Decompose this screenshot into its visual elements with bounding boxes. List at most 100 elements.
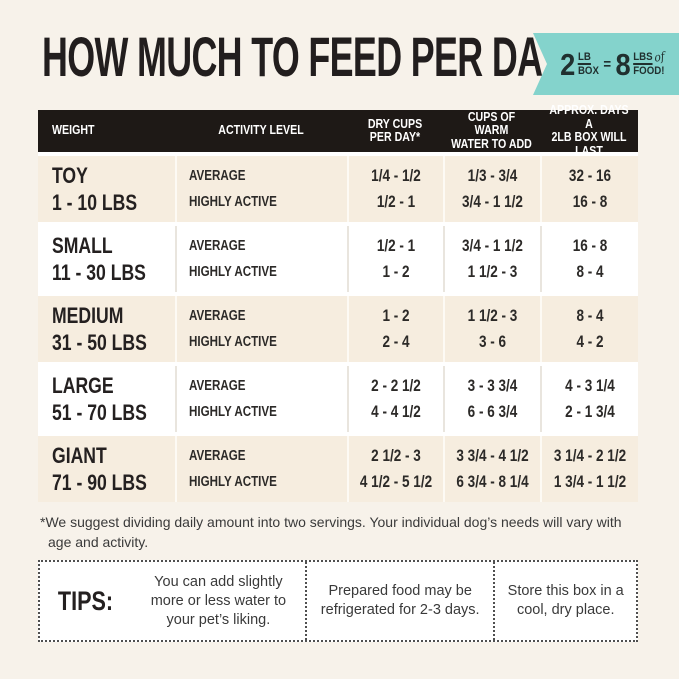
value-active: 2 - 1 3/4 <box>565 403 615 421</box>
days-cell: 3 1/4 - 2 1/2 1 3/4 - 1 1/2 <box>540 436 638 502</box>
value-active: 3/4 - 1 1/2 <box>462 193 523 211</box>
dry-cups-cell: 2 1/2 - 3 4 1/2 - 5 1/2 <box>347 436 443 502</box>
tip-item-refrigerate: Prepared food may be refrigerated for 2-… <box>304 562 493 640</box>
activity-average-label: AVERAGE <box>189 448 246 464</box>
value-average: 2 1/2 - 3 <box>371 447 421 465</box>
activity-average-label: AVERAGE <box>189 308 246 324</box>
serving-footnote: *We suggest dividing daily amount into t… <box>40 514 622 550</box>
value-active: 3 - 6 <box>478 333 507 351</box>
weight-name: SMALL <box>52 233 113 258</box>
value-average: 3 3/4 - 4 1/2 <box>456 447 529 465</box>
activity-average-label: AVERAGE <box>189 168 246 184</box>
promo-badge-content: 2 LB BOX = 8 LBS of FOOD! <box>560 49 665 80</box>
weight-cell: GIANT 71 - 90 LBS <box>38 436 175 502</box>
activity-active-label: HIGHLY ACTIVE <box>189 474 277 490</box>
value-average: 3 - 3 3/4 <box>467 377 518 395</box>
value-average: 1 - 2 <box>382 307 410 325</box>
activity-active-label: HIGHLY ACTIVE <box>189 264 277 280</box>
water-cell: 1 1/2 - 3 3 - 6 <box>443 296 540 362</box>
activity-average-label: AVERAGE <box>189 238 246 254</box>
days-cell: 4 - 3 1/4 2 - 1 3/4 <box>540 366 638 432</box>
tips-box: TIPS: You can add slightly more or less … <box>38 560 638 642</box>
water-cell: 3/4 - 1 1/2 1 1/2 - 3 <box>443 226 540 292</box>
weight-range: 51 - 70 LBS <box>52 400 147 425</box>
equals-sign: = <box>602 55 611 73</box>
value-average: 4 - 3 1/4 <box>565 377 615 395</box>
value-active: 1 - 2 <box>382 263 410 281</box>
weight-range: 71 - 90 LBS <box>52 470 147 495</box>
header-cell-weight: WEIGHT <box>52 123 95 138</box>
feeding-table: WEIGHT ACTIVITY LEVEL DRY CUPS PER DAY* C… <box>38 103 638 502</box>
badge-box-unit: LB BOX <box>577 51 599 77</box>
value-average: 3/4 - 1 1/2 <box>462 237 523 255</box>
table-row-giant: GIANT 71 - 90 LBS AVERAGE HIGHLY ACTIVE 2 … <box>38 436 638 502</box>
value-average: 16 - 8 <box>572 237 608 255</box>
value-active: 1 3/4 - 1 1/2 <box>553 473 627 491</box>
weight-cell: TOY 1 - 10 LBS <box>38 156 175 222</box>
script-of: of <box>653 49 666 65</box>
activity-cell: AVERAGE HIGHLY ACTIVE <box>175 296 347 362</box>
activity-cell: AVERAGE HIGHLY ACTIVE <box>175 156 347 222</box>
water-cell: 3 - 3 3/4 6 - 6 3/4 <box>443 366 540 432</box>
value-active: 1/2 - 1 <box>376 193 416 211</box>
value-average: 32 - 16 <box>568 167 612 185</box>
badge-food-unit: LBS of FOOD! <box>632 49 666 77</box>
header-cell-water: CUPS OF WARM WATER TO ADD <box>451 109 532 151</box>
value-average: 1/2 - 1 <box>376 237 416 255</box>
weight-range: 31 - 50 LBS <box>52 330 147 355</box>
table-row-medium: MEDIUM 31 - 50 LBS AVERAGE HIGHLY ACTIVE 1… <box>38 296 638 366</box>
weight-range: 1 - 10 LBS <box>52 190 138 215</box>
tips-label: TIPS: <box>58 585 114 616</box>
header-cell-days: APPROX. DAYS A 2LB BOX WILL LAST <box>549 103 629 158</box>
weight-cell: SMALL 11 - 30 LBS <box>38 226 175 292</box>
value-active: 6 - 6 3/4 <box>467 403 518 421</box>
weight-name: LARGE <box>52 373 114 398</box>
weight-name: MEDIUM <box>52 303 124 328</box>
water-cell: 3 3/4 - 4 1/2 6 3/4 - 8 1/4 <box>443 436 540 502</box>
tip-item-water: You can add slightly more or less water … <box>150 573 287 628</box>
dry-cups-cell: 1/4 - 1/2 1/2 - 1 <box>347 156 443 222</box>
badge-box-count: 2 <box>559 46 575 82</box>
value-active: 8 - 4 <box>576 263 604 281</box>
value-active: 4 - 4 1/2 <box>371 403 421 421</box>
days-cell: 8 - 4 4 - 2 <box>540 296 638 362</box>
value-active: 6 3/4 - 8 1/4 <box>456 473 529 491</box>
tip-item-storage: Store this box in a cool, dry place. <box>493 562 636 640</box>
table-header: WEIGHT ACTIVITY LEVEL DRY CUPS PER DAY* C… <box>38 103 638 158</box>
page-title: HOW MUCH TO FEED PER DAY <box>42 25 563 88</box>
value-average: 1 1/2 - 3 <box>467 307 518 325</box>
value-average: 3 1/4 - 2 1/2 <box>553 447 627 465</box>
activity-cell: AVERAGE HIGHLY ACTIVE <box>175 366 347 432</box>
activity-cell: AVERAGE HIGHLY ACTIVE <box>175 436 347 502</box>
weight-cell: MEDIUM 31 - 50 LBS <box>38 296 175 362</box>
activity-cell: AVERAGE HIGHLY ACTIVE <box>175 226 347 292</box>
header-cell-dry-cups: DRY CUPS PER DAY* <box>367 116 423 144</box>
value-average: 1/4 - 1/2 <box>371 167 421 185</box>
dry-cups-cell: 2 - 2 1/2 4 - 4 1/2 <box>347 366 443 432</box>
weight-name: TOY <box>52 163 88 188</box>
value-average: 2 - 2 1/2 <box>371 377 421 395</box>
activity-active-label: HIGHLY ACTIVE <box>189 334 277 350</box>
value-average: 8 - 4 <box>576 307 604 325</box>
value-active: 16 - 8 <box>572 193 608 211</box>
days-cell: 16 - 8 8 - 4 <box>540 226 638 292</box>
badge-food-amount: 8 <box>615 46 631 82</box>
activity-active-label: HIGHLY ACTIVE <box>189 404 277 420</box>
table-row-large: LARGE 51 - 70 LBS AVERAGE HIGHLY ACTIVE 2 … <box>38 366 638 436</box>
weight-range: 11 - 30 LBS <box>52 260 146 285</box>
water-cell: 1/3 - 3/4 3/4 - 1 1/2 <box>443 156 540 222</box>
weight-cell: LARGE 51 - 70 LBS <box>38 366 175 432</box>
table-row-small: SMALL 11 - 30 LBS AVERAGE HIGHLY ACTIVE 1/… <box>38 226 638 296</box>
days-cell: 32 - 16 16 - 8 <box>540 156 638 222</box>
value-average: 1/3 - 3/4 <box>467 167 518 185</box>
dry-cups-cell: 1/2 - 1 1 - 2 <box>347 226 443 292</box>
header-cell-activity: ACTIVITY LEVEL <box>218 123 304 138</box>
weight-name: GIANT <box>52 443 107 468</box>
value-active: 1 1/2 - 3 <box>467 263 518 281</box>
table-row-toy: TOY 1 - 10 LBS AVERAGE HIGHLY ACTIVE 1/4 -… <box>38 156 638 226</box>
activity-active-label: HIGHLY ACTIVE <box>189 194 277 210</box>
value-active: 4 1/2 - 5 1/2 <box>359 473 433 491</box>
value-active: 4 - 2 <box>576 333 604 351</box>
dry-cups-cell: 1 - 2 2 - 4 <box>347 296 443 362</box>
